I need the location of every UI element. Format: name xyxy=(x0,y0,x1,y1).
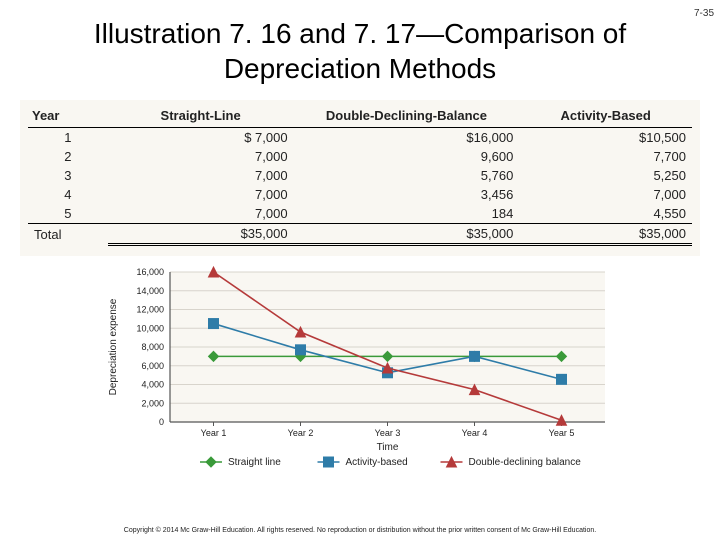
table-cell: 184 xyxy=(294,204,520,224)
table-cell: 7,700 xyxy=(519,147,692,166)
table-cell: 4,550 xyxy=(519,204,692,224)
svg-text:4,000: 4,000 xyxy=(141,380,164,390)
svg-text:0: 0 xyxy=(159,417,164,427)
table-cell: 7,000 xyxy=(108,185,294,204)
table-cell: 5 xyxy=(28,204,108,224)
table-total-cell: Total xyxy=(28,224,108,245)
chart-wrap: 0 2,000 4,000 6,000 8,000 10,000 12,000 14,000 1… xyxy=(100,264,620,479)
svg-text:Straight line: Straight line xyxy=(228,457,281,468)
svg-text:Activity-based: Activity-based xyxy=(346,457,408,468)
svg-text:16,000: 16,000 xyxy=(136,267,164,277)
svg-text:2,000: 2,000 xyxy=(141,398,164,408)
table-total-row: Total$35,000$35,000$35,000 xyxy=(28,224,692,245)
copyright-text: Copyright © 2014 Mc Graw-Hill Education.… xyxy=(0,527,720,534)
table-header-cell: Year xyxy=(28,106,108,128)
table-total-cell: $35,000 xyxy=(294,224,520,245)
table-cell: 5,760 xyxy=(294,166,520,185)
svg-text:Time: Time xyxy=(377,442,399,453)
svg-text:12,000: 12,000 xyxy=(136,305,164,315)
svg-text:Year 3: Year 3 xyxy=(375,428,401,438)
table-cell: 9,600 xyxy=(294,147,520,166)
page-number: 7-35 xyxy=(694,8,714,19)
svg-text:Year 5: Year 5 xyxy=(549,428,575,438)
table-cell: 7,000 xyxy=(519,185,692,204)
table-cell: $10,500 xyxy=(519,128,692,148)
table-cell: 4 xyxy=(28,185,108,204)
table-header-cell: Activity-Based xyxy=(519,106,692,128)
table-cell: 1 xyxy=(28,128,108,148)
depreciation-table: YearStraight-LineDouble-Declining-Balanc… xyxy=(28,106,692,246)
table-row: 1$ 7,000$16,000$10,500 xyxy=(28,128,692,148)
table-cell: $ 7,000 xyxy=(108,128,294,148)
depreciation-chart: 0 2,000 4,000 6,000 8,000 10,000 12,000 14,000 1… xyxy=(100,264,620,479)
table-row: 57,0001844,550 xyxy=(28,204,692,224)
table-cell: 3 xyxy=(28,166,108,185)
table-header-cell: Straight-Line xyxy=(108,106,294,128)
svg-text:Year 4: Year 4 xyxy=(462,428,488,438)
table-cell: 7,000 xyxy=(108,166,294,185)
slide: 7-35 Illustration 7. 16 and 7. 17—Compar… xyxy=(0,0,720,540)
table-row: 37,0005,7605,250 xyxy=(28,166,692,185)
table-total-cell: $35,000 xyxy=(108,224,294,245)
table-cell: 7,000 xyxy=(108,147,294,166)
svg-text:6,000: 6,000 xyxy=(141,361,164,371)
table-cell: 5,250 xyxy=(519,166,692,185)
svg-text:10,000: 10,000 xyxy=(136,323,164,333)
svg-text:8,000: 8,000 xyxy=(141,342,164,352)
svg-text:14,000: 14,000 xyxy=(136,286,164,296)
svg-text:Double-declining balance: Double-declining balance xyxy=(469,457,582,468)
table-body: 1$ 7,000$16,000$10,50027,0009,6007,70037… xyxy=(28,128,692,245)
depreciation-table-wrap: YearStraight-LineDouble-Declining-Balanc… xyxy=(20,100,700,256)
table-cell: 3,456 xyxy=(294,185,520,204)
table-cell: 2 xyxy=(28,147,108,166)
svg-text:Depreciation expense: Depreciation expense xyxy=(108,298,119,395)
table-row: 47,0003,4567,000 xyxy=(28,185,692,204)
table-cell: $16,000 xyxy=(294,128,520,148)
slide-title: Illustration 7. 16 and 7. 17—Comparison … xyxy=(0,0,720,96)
svg-text:Year 2: Year 2 xyxy=(288,428,314,438)
table-header-cell: Double-Declining-Balance xyxy=(294,106,520,128)
table-header-row: YearStraight-LineDouble-Declining-Balanc… xyxy=(28,106,692,128)
table-cell: 7,000 xyxy=(108,204,294,224)
table-total-cell: $35,000 xyxy=(519,224,692,245)
svg-text:Year 1: Year 1 xyxy=(201,428,227,438)
table-row: 27,0009,6007,700 xyxy=(28,147,692,166)
